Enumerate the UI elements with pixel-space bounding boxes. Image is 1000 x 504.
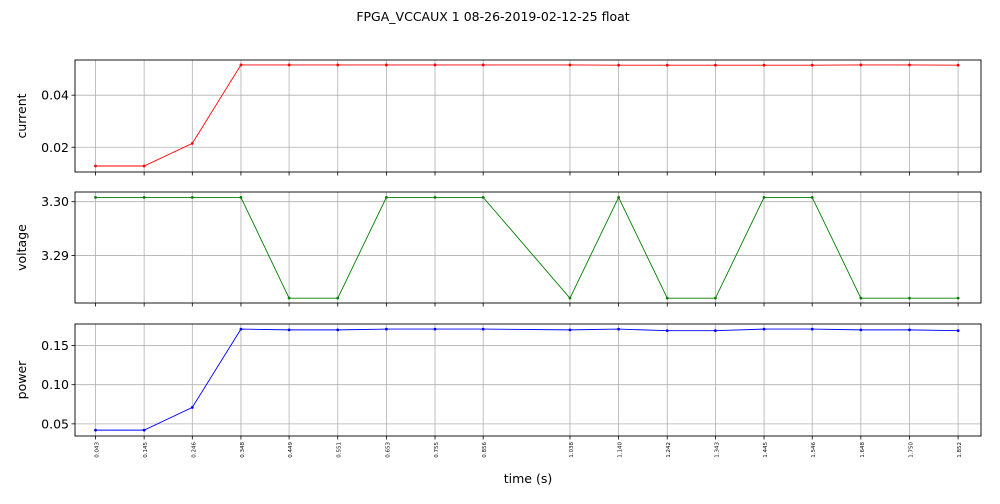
x-tick-label: 1.343 xyxy=(714,442,720,458)
current-point xyxy=(859,63,863,67)
voltage-point xyxy=(142,195,146,199)
voltage-point xyxy=(384,195,388,199)
power-point xyxy=(617,327,620,331)
chart-title: FPGA_VCCAUX 1 08-26-2019-02-12-25 float xyxy=(356,9,629,24)
x-tick-label: 1.140 xyxy=(618,442,624,458)
voltage-point xyxy=(239,195,243,199)
current-point xyxy=(810,63,814,67)
x-tick-label: 1.242 xyxy=(666,442,672,458)
current-point xyxy=(384,63,388,67)
current-point xyxy=(94,164,97,168)
current-point xyxy=(762,63,766,67)
x-tick-label: 1.445 xyxy=(763,442,769,458)
power-series-line xyxy=(95,328,959,431)
power-point xyxy=(142,428,146,432)
voltage-point xyxy=(433,195,437,199)
current-point xyxy=(239,63,243,67)
power-point xyxy=(568,328,572,332)
current-point xyxy=(433,63,437,67)
x-tick-label: 0.043 xyxy=(95,442,101,458)
x-tick-label: 0.246 xyxy=(191,442,197,458)
voltage-point xyxy=(762,195,766,199)
power-point xyxy=(287,328,291,332)
x-tick-label: 0.145 xyxy=(143,442,149,458)
current-point xyxy=(568,63,572,67)
power-axis-label: power xyxy=(14,360,29,399)
current-point xyxy=(190,141,194,145)
x-tick-label: 1.546 xyxy=(811,442,817,458)
power-point xyxy=(384,327,388,331)
axes-frame xyxy=(74,191,982,304)
current-point xyxy=(481,63,485,67)
x-tick-label: 1.648 xyxy=(860,442,866,458)
power-point xyxy=(190,406,194,409)
current-point xyxy=(617,63,620,67)
y-tick-label: 0.10 xyxy=(41,377,69,392)
y-tick-label: 3.29 xyxy=(41,248,69,263)
current-axis-label: current xyxy=(14,93,29,138)
voltage-point xyxy=(908,296,911,300)
voltage-point xyxy=(287,296,291,300)
current-point xyxy=(713,63,717,67)
x-axis-label: time (s) xyxy=(504,471,552,486)
y-tick-label: 0.15 xyxy=(41,338,69,353)
x-tick-label: 1.750 xyxy=(908,442,914,458)
voltage-point xyxy=(617,195,620,199)
power-point xyxy=(810,327,814,331)
voltage-axis-label: voltage xyxy=(14,224,29,271)
y-tick-label: 0.04 xyxy=(41,88,69,103)
power-point xyxy=(239,327,243,331)
current-point xyxy=(665,63,669,67)
power-point xyxy=(433,327,437,331)
x-tick-label: 0.755 xyxy=(434,442,440,458)
current-point xyxy=(908,63,911,67)
voltage-point xyxy=(713,296,717,300)
x-tick-label: 1.038 xyxy=(569,442,575,458)
x-tick-label: 1.852 xyxy=(957,442,963,458)
voltage-point xyxy=(94,195,97,199)
voltage-point xyxy=(956,296,960,300)
power-point xyxy=(336,328,340,332)
power-point xyxy=(762,327,766,331)
current-point xyxy=(287,63,291,67)
x-tick-label: 0.551 xyxy=(337,442,343,458)
voltage-series-line xyxy=(95,196,959,299)
voltage-point xyxy=(336,296,340,300)
voltage-point xyxy=(810,195,814,199)
x-tick-label: 0.653 xyxy=(385,442,391,458)
voltage-point xyxy=(859,296,863,300)
current-series-line xyxy=(95,64,959,167)
voltage-point xyxy=(190,195,194,199)
x-tick-label: 0.449 xyxy=(288,442,294,458)
axes-frame xyxy=(74,323,982,437)
voltage-point xyxy=(568,296,572,300)
y-tick-label: 0.05 xyxy=(41,416,69,431)
power-point xyxy=(665,329,669,333)
y-tick-label: 0.02 xyxy=(41,140,69,155)
power-point xyxy=(94,428,97,432)
current-point xyxy=(336,63,340,67)
voltage-point xyxy=(481,195,485,199)
current-point xyxy=(956,63,960,67)
current-point xyxy=(142,164,146,168)
power-point xyxy=(713,329,717,333)
power-point xyxy=(859,328,863,332)
x-tick-label: 0.348 xyxy=(240,442,246,458)
power-point xyxy=(908,328,911,332)
voltage-point xyxy=(665,296,669,300)
power-point xyxy=(956,329,960,333)
x-tick-label: 0.856 xyxy=(482,442,488,458)
power-point xyxy=(481,327,485,331)
y-tick-label: 3.30 xyxy=(41,194,69,209)
axes-frame xyxy=(74,59,982,173)
